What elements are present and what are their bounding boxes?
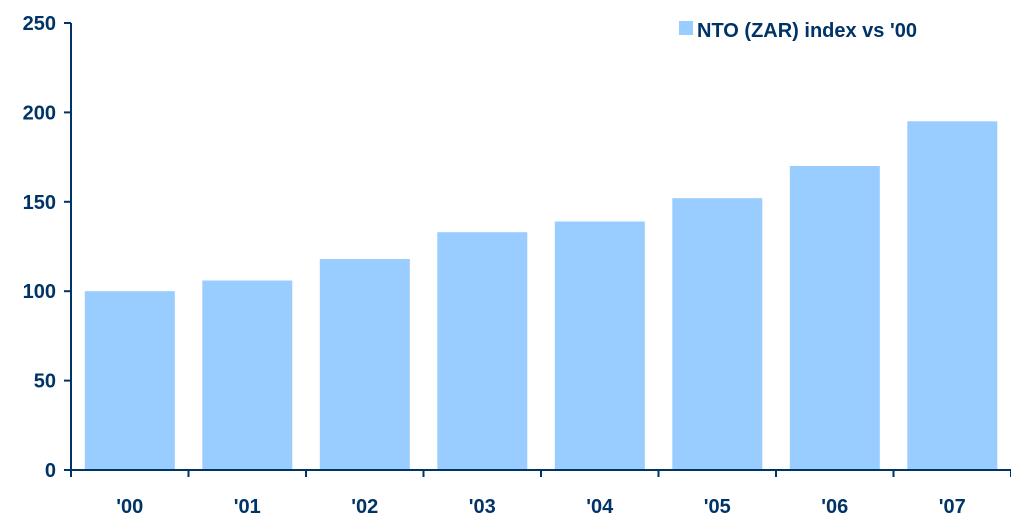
bar-4 <box>554 221 645 470</box>
x-tick-label: '07 <box>939 496 966 518</box>
legend: NTO (ZAR) index vs '00 <box>679 16 979 46</box>
y-tick-label: 200 <box>23 102 56 124</box>
x-tick-label: '00 <box>116 496 143 518</box>
y-tick-label: 50 <box>34 371 56 393</box>
y-ticks-group: 0 50 100 150 200 250 <box>23 13 71 482</box>
bar-1 <box>202 280 293 470</box>
y-tick-label: 150 <box>23 192 56 214</box>
bar-0 <box>84 291 175 470</box>
y-tick-label: 100 <box>23 281 56 303</box>
bar-5 <box>672 198 763 470</box>
bar-6 <box>789 166 880 470</box>
y-tick-label: 250 <box>23 13 56 35</box>
x-ticks-group: '00 '01 '02 '03 '04 '05 '06 '07 <box>70 470 1011 518</box>
x-tick-label: '05 <box>704 496 731 518</box>
x-tick-label: '02 <box>351 496 378 518</box>
y-tick-label: 0 <box>45 460 56 482</box>
legend-swatch <box>679 21 693 35</box>
x-tick-label: '01 <box>234 496 261 518</box>
x-tick-label: '06 <box>821 496 848 518</box>
bars-group <box>84 121 998 471</box>
legend-label: NTO (ZAR) index vs '00 <box>697 20 917 42</box>
bar-3 <box>437 232 528 470</box>
x-tick-label: '04 <box>586 496 614 518</box>
bar-7 <box>907 121 998 471</box>
bar-2 <box>319 259 410 470</box>
x-tick-label: '03 <box>469 496 496 518</box>
